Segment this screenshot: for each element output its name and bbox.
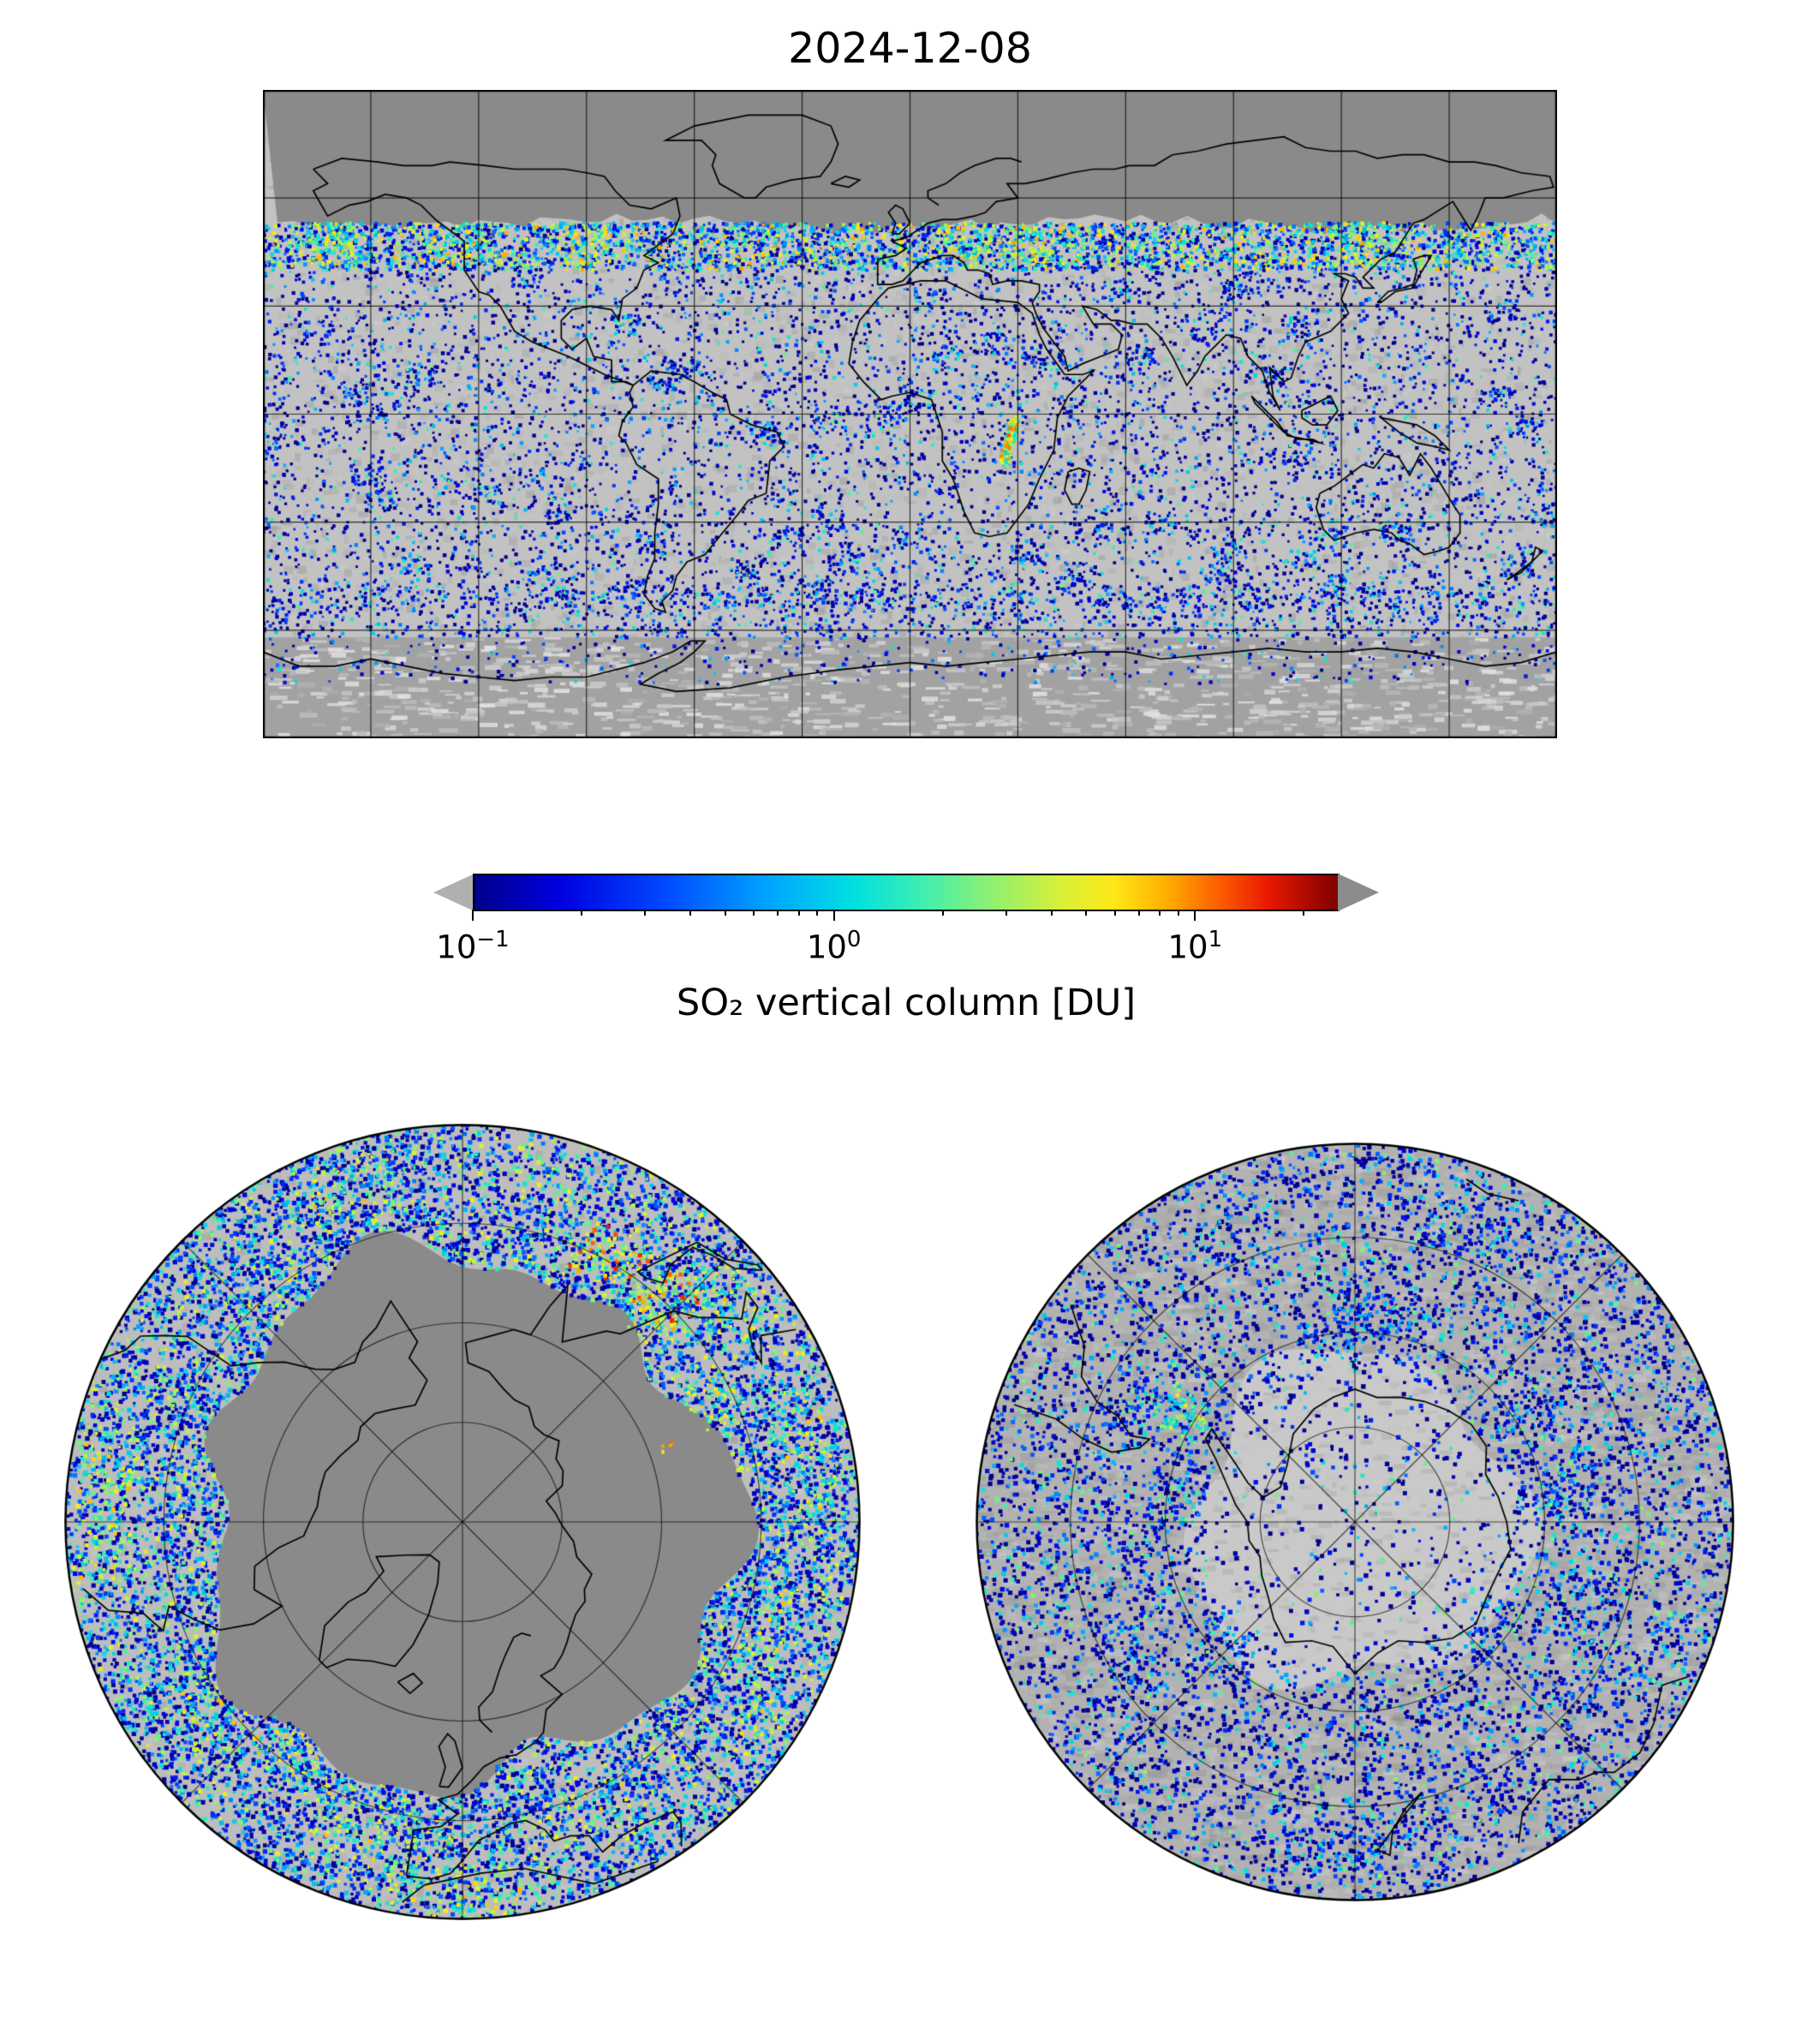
colorbar-tick-label-0.1: 10−1 [436, 927, 510, 966]
colorbar-tick-label-1: 100 [806, 927, 862, 966]
colorbar-minor-tick [753, 910, 755, 916]
figure-title: 2024-12-08 [788, 24, 1032, 73]
colorbar-over-arrow [1338, 874, 1379, 911]
colorbar-minor-tick [724, 910, 726, 916]
colorbar-minor-tick [644, 910, 647, 916]
colorbar-minor-tick [1050, 910, 1053, 916]
north-polar-map-canvas [64, 1124, 861, 1920]
colorbar-minor-tick [1178, 910, 1180, 916]
colorbar-major-tick [472, 910, 474, 921]
south-polar-map-canvas [976, 1143, 1734, 1901]
colorbar-gradient [473, 874, 1340, 911]
colorbar-label: SO₂ vertical column [DU] [676, 982, 1137, 1024]
colorbar-under-arrow [433, 874, 474, 911]
colorbar-minor-tick [1113, 910, 1116, 916]
colorbar-minor-tick [580, 910, 582, 916]
colorbar-minor-tick [1085, 910, 1088, 916]
colorbar-major-tick [832, 910, 835, 921]
colorbar-minor-tick [941, 910, 944, 916]
global-map-canvas [263, 90, 1557, 738]
colorbar-minor-tick [797, 910, 800, 916]
colorbar-minor-tick [1303, 910, 1305, 916]
colorbar-minor-tick [1005, 910, 1007, 916]
colorbar-minor-tick [1138, 910, 1141, 916]
colorbar-minor-tick [777, 910, 779, 916]
colorbar-tick-label-10: 101 [1167, 927, 1223, 966]
colorbar-minor-tick [1159, 910, 1161, 916]
colorbar-ticks [472, 910, 1340, 925]
colorbar-minor-tick [689, 910, 691, 916]
colorbar-major-tick [1194, 910, 1196, 921]
colorbar-minor-tick [816, 910, 819, 916]
